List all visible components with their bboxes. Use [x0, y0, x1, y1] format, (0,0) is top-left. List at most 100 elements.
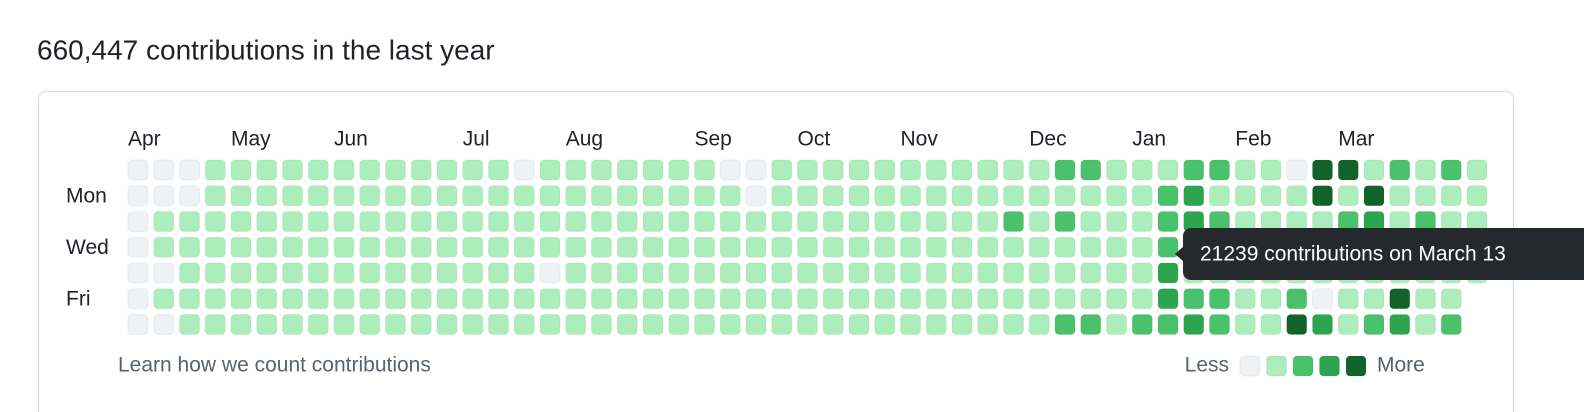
day-cell	[1131, 236, 1153, 258]
day-cell	[488, 185, 509, 207]
day-cell	[127, 185, 149, 207]
legend-swatch	[1266, 355, 1287, 377]
day-cell	[179, 185, 200, 207]
day-cell	[539, 159, 561, 181]
day-cell	[1466, 159, 1488, 181]
day-cell	[1003, 288, 1024, 310]
day-cell	[848, 288, 870, 310]
day-cell	[1131, 185, 1153, 207]
day-cell	[1003, 314, 1024, 335]
day-cell	[153, 288, 175, 310]
day-cell	[1234, 185, 1256, 207]
day-cell	[127, 211, 149, 232]
day-cell	[513, 211, 535, 232]
day-cell	[1312, 159, 1333, 181]
day-cell	[719, 185, 741, 207]
day-cell	[848, 159, 870, 181]
day-cell	[874, 288, 896, 310]
day-cell	[616, 236, 638, 258]
day-cell	[1312, 185, 1333, 207]
day-cell	[282, 159, 303, 181]
day-cell	[1131, 288, 1153, 310]
day-cell	[1312, 288, 1333, 310]
day-cell	[591, 288, 612, 310]
day-cell	[977, 211, 999, 232]
day-cell	[230, 211, 252, 232]
day-cell	[230, 262, 252, 284]
day-cell	[462, 211, 484, 232]
day-cell	[282, 314, 303, 335]
day-cell	[1183, 314, 1205, 335]
day-cell	[1234, 288, 1256, 310]
day-cell	[1157, 288, 1179, 310]
day-cell	[616, 185, 638, 207]
day-cell	[153, 236, 175, 258]
day-cell	[333, 159, 355, 181]
day-cell	[694, 262, 715, 284]
day-cell	[1157, 236, 1179, 258]
day-cell	[771, 314, 793, 335]
day-cell	[616, 288, 638, 310]
day-cell	[462, 185, 484, 207]
day-cell	[307, 185, 329, 207]
day-cell	[1054, 159, 1076, 181]
day-cell	[359, 288, 381, 310]
day-cell	[385, 185, 406, 207]
day-cell	[1028, 211, 1050, 232]
day-cell	[410, 185, 432, 207]
month-label: Feb	[1235, 128, 1271, 151]
day-cell	[642, 211, 664, 232]
month-label: Oct	[798, 128, 831, 151]
day-cell	[1028, 314, 1050, 335]
day-cell	[565, 159, 587, 181]
day-cell	[333, 288, 355, 310]
day-cell	[797, 262, 818, 284]
day-cell	[822, 288, 844, 310]
day-cell	[822, 159, 844, 181]
tooltip-box	[1183, 228, 1584, 280]
day-cell	[1234, 159, 1256, 181]
day-cell	[256, 288, 278, 310]
day-cell	[1080, 288, 1102, 310]
day-cell	[1131, 314, 1153, 335]
day-cell	[1080, 262, 1102, 284]
day-label: Wed	[66, 236, 109, 259]
day-cell	[153, 262, 175, 284]
month-label: May	[231, 128, 271, 151]
day-cell	[925, 288, 947, 310]
day-cell	[1054, 262, 1076, 284]
day-cell	[1466, 185, 1488, 207]
day-cell	[977, 236, 999, 258]
day-cell	[616, 262, 638, 284]
day-cell	[1286, 288, 1308, 310]
day-cell	[797, 159, 818, 181]
month-label: Jun	[334, 128, 368, 151]
day-cell	[307, 314, 329, 335]
day-cell	[436, 185, 458, 207]
tooltip: 21239 contributions on March 13	[1175, 228, 1584, 280]
day-cell	[900, 185, 921, 207]
day-cell	[1106, 211, 1127, 232]
day-cell	[153, 314, 175, 335]
day-cell	[1415, 185, 1436, 207]
footer-link[interactable]: Learn how we count contributions	[118, 354, 431, 377]
day-cell	[1054, 288, 1076, 310]
day-cell	[359, 314, 381, 335]
tooltip-arrow	[1175, 246, 1184, 262]
day-cell	[1183, 288, 1205, 310]
day-cell	[410, 159, 432, 181]
day-cell	[925, 159, 947, 181]
day-cell	[745, 262, 767, 284]
day-cell	[1337, 314, 1359, 335]
day-cell	[230, 185, 252, 207]
day-cell	[1106, 159, 1127, 181]
day-cell	[694, 314, 715, 335]
day-cell	[282, 262, 303, 284]
day-cell	[436, 211, 458, 232]
day-cell	[127, 262, 149, 284]
day-cell	[771, 159, 793, 181]
day-cell	[127, 236, 149, 258]
day-cell	[256, 159, 278, 181]
legend-more: More	[1377, 354, 1425, 377]
day-cell	[874, 314, 896, 335]
